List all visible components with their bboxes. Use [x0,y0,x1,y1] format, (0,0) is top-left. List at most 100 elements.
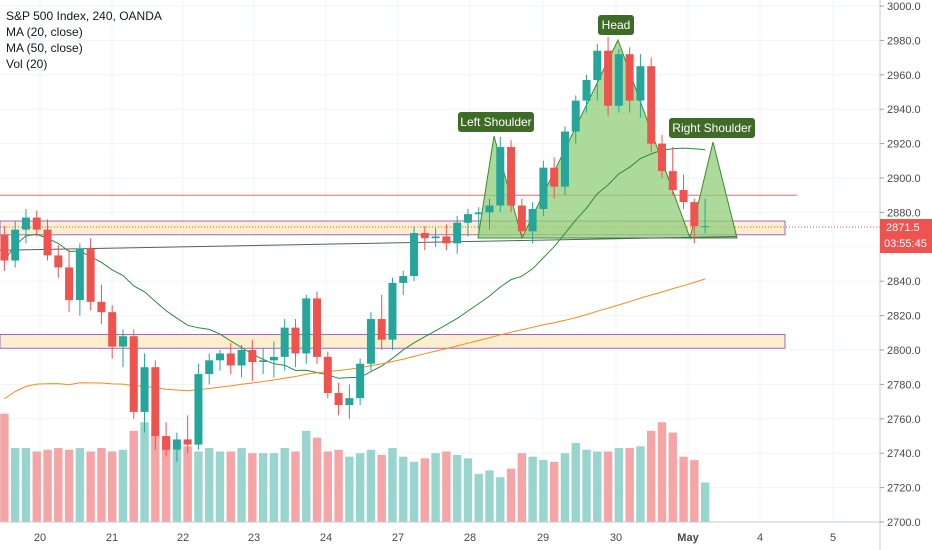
candle [560,126,569,196]
candle [280,319,289,371]
candle-body [269,356,278,361]
candle [625,47,634,113]
candle [302,294,311,364]
candle [151,360,160,450]
candle [21,208,30,244]
candle [679,174,688,209]
volume-bar [205,448,214,522]
x-tick-label: 4 [757,532,763,544]
x-tick-label: 5 [830,532,836,544]
price-tag-bg [880,219,932,254]
candle-body [0,234,9,261]
candle-body [517,205,526,232]
label-text: Right Shoulder [672,121,751,135]
pattern-label-head: Head [598,15,634,35]
volume-bar [528,456,537,522]
volume-bar [474,473,483,522]
symbol-title[interactable]: S&P 500 Index, 240, OANDA [6,9,162,23]
y-tick-label: 3000.0 [887,1,921,13]
candle-body [334,393,343,406]
volume-bar [463,458,473,522]
volume-bar [258,453,268,522]
candle-body [410,233,419,277]
volume-bar [10,448,20,522]
candle [668,147,677,196]
candle-body [485,205,494,213]
candle-body [183,439,192,445]
volume-bar [215,451,225,522]
candle [248,339,257,381]
volume-bars [0,413,710,522]
candle-body [647,66,656,144]
label-text: Left Shoulder [460,115,531,129]
volume-bar [151,430,160,522]
volume-bar [582,449,591,522]
candle [453,215,462,254]
candle [701,198,710,234]
volume-bar [409,461,419,522]
candle [550,157,559,199]
candle [269,341,278,378]
candle [291,319,300,368]
candle [657,135,666,178]
indicator-volume[interactable]: Vol (20) [6,57,48,71]
grid [0,0,880,523]
x-tick-label: 24 [320,532,332,544]
volume-bar [517,453,527,522]
candle-body [463,214,472,223]
indicator-ma50[interactable]: MA (50, close) [6,41,83,55]
candle [636,54,645,118]
candle-body [657,143,666,172]
candle-body [604,50,613,106]
candle [0,226,9,271]
candle [205,353,214,385]
candle-body [237,350,246,366]
candle [345,384,354,419]
label-text: Head [602,18,631,32]
candle [32,210,41,237]
candle-body [366,319,375,364]
candle [366,312,375,371]
candle-body [54,255,63,268]
candle-body [679,190,688,203]
candle [507,140,516,213]
candle [377,294,386,350]
candle-body [216,353,224,361]
last-price-text: 2871.5 [886,222,920,234]
y-tick-label: 2760.0 [887,414,921,426]
volume-bar [345,456,354,522]
x-tick-label: 27 [392,532,404,544]
candle-body [453,222,462,244]
candle [539,160,548,216]
candle-body [291,327,300,354]
volume-bar [226,451,235,522]
candle-body [108,312,117,347]
ma50-line [4,278,706,400]
volume-bar [377,454,386,522]
volume-bar [269,453,279,522]
candle [226,343,235,375]
y-tick-label: 2720.0 [887,483,921,495]
candle-body [280,327,289,357]
candle-body [377,319,386,340]
volume-bar [560,453,570,522]
indicator-ma20[interactable]: MA (20, close) [6,25,83,39]
candle [118,329,127,368]
candle-body [11,229,20,261]
candle-body [582,79,591,101]
candle-body [550,167,559,187]
volume-bar [21,448,31,522]
volume-bar [442,451,451,522]
volume-bar [334,449,343,522]
y-tick-label: 2900.0 [887,173,921,185]
candle [431,227,440,247]
candle-body [593,50,602,80]
candle [183,415,192,454]
candle [323,351,332,399]
volume-bar [625,448,634,522]
pattern-label-left-shoulder: Left Shoulder [458,112,534,132]
candle-body [323,356,332,393]
volume-bar [0,413,9,522]
candle [259,348,268,375]
